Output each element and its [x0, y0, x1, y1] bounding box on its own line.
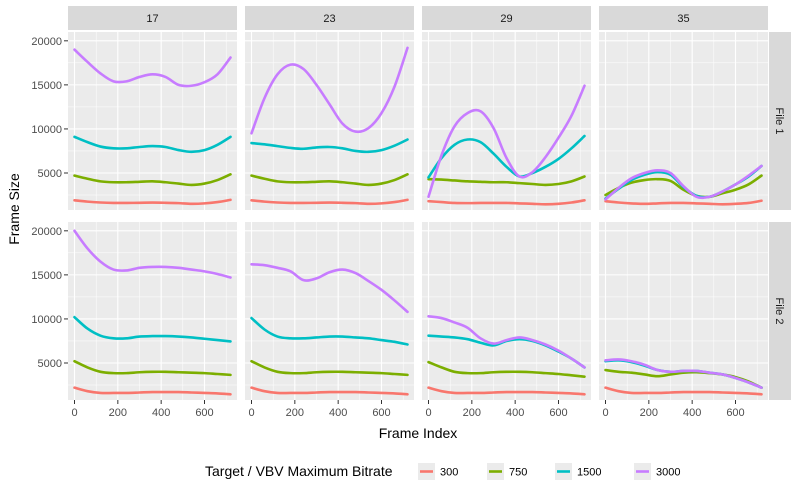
series-line-1500: [73, 135, 232, 154]
y-tick-label: 20000: [31, 36, 62, 48]
series-line-750: [427, 175, 586, 187]
series-line-750: [250, 173, 409, 187]
x-tick-label: 400: [329, 407, 347, 419]
x-tick-label: 0: [71, 407, 77, 419]
series-line-750: [427, 360, 586, 378]
facet-strip-label-row: File 1: [773, 108, 785, 135]
series-line-1500: [250, 316, 409, 346]
series-line-300: [250, 198, 409, 206]
x-tick-label: 600: [549, 407, 567, 419]
facet-strip-row: [769, 222, 791, 400]
facet-strip-col-17: [68, 6, 237, 30]
panel-background: [422, 222, 591, 400]
series-line-300: [250, 386, 409, 396]
legend-label: 3000: [656, 467, 680, 479]
y-tick-label: 15000: [31, 80, 62, 92]
legend-item-1500: 1500: [555, 463, 601, 480]
facet-panel: [422, 222, 591, 400]
legend-item-750: 750: [487, 463, 527, 480]
facet-strip-col-23: [245, 6, 414, 30]
facet-strip-label-col: 23: [323, 13, 335, 25]
series-line-750: [73, 173, 232, 187]
x-tick-label: 200: [463, 407, 481, 419]
facet-strip-col-29: [422, 6, 591, 30]
x-tick-label: 0: [425, 407, 431, 419]
series-line-750: [250, 359, 409, 377]
facet-strip-row: [769, 32, 791, 210]
legend-item-300: 300: [418, 463, 458, 480]
series-line-300: [604, 386, 763, 396]
series-line-1500: [250, 138, 409, 154]
x-tick-label: 600: [372, 407, 390, 419]
facet-strip-label-col: 35: [677, 13, 689, 25]
facet-strip-label-col: 29: [500, 13, 512, 25]
series-line-1500: [427, 134, 586, 179]
facet-panel: [599, 222, 768, 400]
x-tick-label: 400: [683, 407, 701, 419]
x-tick-label: 200: [109, 407, 127, 419]
facet-strip-label-col: 17: [146, 13, 158, 25]
y-tick-label: 5000: [38, 358, 62, 370]
y-axis-title: Frame Size: [6, 173, 22, 245]
legend-label: 1500: [577, 467, 601, 479]
y-tick-label: 20000: [31, 226, 62, 238]
x-tick-label: 0: [602, 407, 608, 419]
x-tick-label: 400: [152, 407, 170, 419]
legend-label: 750: [509, 467, 527, 479]
facet-panel: [422, 32, 591, 210]
series-line-300: [73, 386, 232, 396]
facet-panel: [245, 222, 414, 400]
series-line-3000: [73, 229, 232, 279]
x-tick-label: 400: [506, 407, 524, 419]
x-tick-label: 600: [726, 407, 744, 419]
y-tick-label: 5000: [38, 168, 62, 180]
series-line-300: [604, 199, 763, 206]
series-line-300: [427, 386, 586, 396]
series-line-300: [427, 199, 586, 206]
series-line-3000: [604, 358, 763, 389]
series-line-750: [604, 174, 763, 199]
legend-items: 300 750 1500 3000: [418, 463, 680, 480]
x-tick-label: 600: [195, 407, 213, 419]
legend: Target / VBV Maximum Bitrate 300 750 1500 3…: [205, 463, 680, 480]
legend-title: Target / VBV Maximum Bitrate: [205, 463, 393, 479]
y-tick-label: 10000: [31, 314, 62, 326]
facet-panel: [245, 32, 414, 210]
facet-strip-label-row: File 2: [773, 298, 785, 325]
series-line-3000: [250, 263, 409, 314]
panel-background: [68, 32, 237, 210]
series-line-3000: [427, 314, 586, 369]
series-line-750: [73, 359, 232, 377]
y-tick-label: 10000: [31, 124, 62, 136]
legend-label: 300: [440, 467, 458, 479]
series-line-1500: [73, 315, 232, 343]
facet-panel: [68, 32, 237, 210]
series-line-3000: [427, 84, 586, 199]
series-line-300: [73, 198, 232, 206]
panel-background: [245, 32, 414, 210]
x-axis-title: Frame Index: [379, 425, 458, 441]
facet-panel: [68, 222, 237, 400]
series-line-3000: [73, 48, 232, 88]
series-line-3000: [604, 164, 763, 201]
x-tick-label: 0: [248, 407, 254, 419]
legend-item-3000: 3000: [634, 463, 680, 480]
facet-strip-col-35: [599, 6, 768, 30]
x-tick-label: 200: [286, 407, 304, 419]
x-tick-label: 200: [640, 407, 658, 419]
facet-panel: [599, 32, 768, 210]
series-line-3000: [250, 46, 409, 135]
y-tick-label: 15000: [31, 270, 62, 282]
panels-layer: 17 23 29 35 File 1 File 2: [68, 6, 791, 400]
